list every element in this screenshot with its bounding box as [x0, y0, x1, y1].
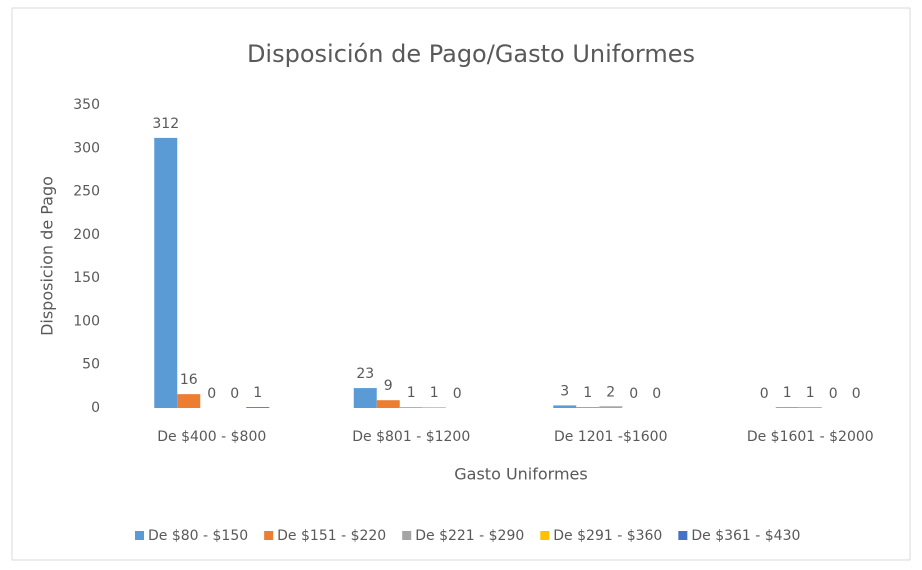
data-label: 1 [783, 385, 792, 401]
y-tick-label: 300 [73, 140, 100, 156]
data-label: 23 [356, 366, 374, 382]
chart-title: Disposición de Pago/Gasto Uniformes [247, 40, 695, 68]
legend-label: De $361 - $430 [691, 528, 800, 544]
data-label: 312 [152, 116, 179, 132]
bar [376, 400, 400, 408]
legend-label: De $80 - $150 [148, 528, 248, 544]
data-label: 0 [230, 386, 239, 402]
data-label: 0 [852, 386, 861, 402]
bar [353, 388, 377, 408]
legend-label: De $291 - $360 [553, 528, 662, 544]
legend-label: De $151 - $220 [277, 528, 386, 544]
bar [599, 406, 623, 408]
bar [422, 407, 446, 408]
data-label: 1 [806, 385, 815, 401]
legend-swatch [402, 531, 412, 540]
bar [177, 394, 201, 408]
bar [246, 407, 270, 408]
bar [798, 407, 822, 408]
data-label: 9 [384, 378, 393, 394]
legend-label: De $221 - $290 [415, 528, 524, 544]
y-tick-label: 150 [73, 270, 100, 286]
data-label: 0 [207, 386, 216, 402]
legend-swatch [135, 531, 144, 540]
data-label: 3 [560, 383, 569, 399]
y-axis-label: Disposicion de Pago [38, 176, 57, 336]
data-label: 0 [629, 386, 638, 402]
x-tick-label: De 1201 -$1600 [554, 429, 668, 445]
data-label: 16 [180, 372, 198, 388]
y-tick-label: 50 [82, 357, 100, 373]
data-label: 0 [453, 386, 462, 402]
data-label: 1 [430, 385, 439, 401]
x-axis-label: Gasto Uniformes [454, 465, 587, 484]
data-label: 2 [606, 384, 615, 400]
x-tick-label: De $801 - $1200 [352, 429, 470, 445]
bar [553, 405, 577, 408]
data-label: 0 [829, 386, 838, 402]
legend-swatch [540, 531, 550, 540]
y-tick-label: 350 [73, 97, 100, 113]
bar [154, 137, 178, 408]
y-tick-label: 100 [73, 313, 100, 329]
bar [399, 407, 423, 408]
y-tick-label: 0 [91, 400, 100, 416]
legend-swatch [678, 531, 688, 540]
legend-swatch [264, 531, 274, 540]
data-label: 1 [253, 385, 262, 401]
data-label: 0 [652, 386, 661, 402]
data-label: 1 [583, 385, 592, 401]
x-tick-label: De $400 - $800 [157, 429, 266, 445]
y-tick-label: 200 [73, 227, 100, 243]
y-tick-label: 250 [73, 184, 100, 200]
bar [775, 407, 799, 408]
data-label: 1 [407, 385, 416, 401]
bar [576, 407, 600, 408]
x-tick-label: De $1601 - $2000 [747, 429, 874, 445]
data-label: 0 [760, 386, 769, 402]
